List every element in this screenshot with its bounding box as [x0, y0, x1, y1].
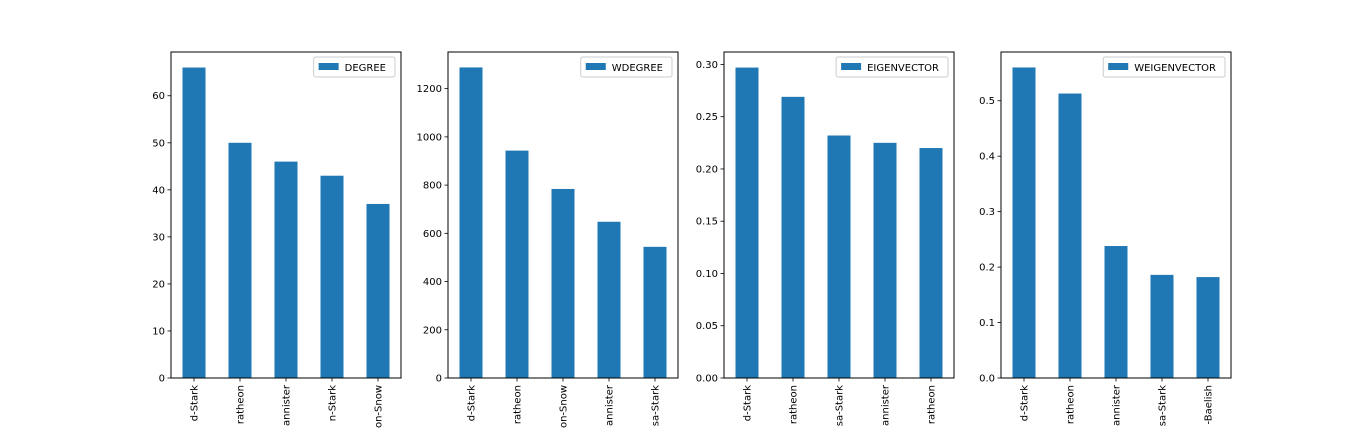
y-tick-label: 0.20: [696, 164, 718, 175]
bar-2-3: [551, 188, 575, 378]
y-tick-label: 50: [152, 138, 165, 149]
y-tick-label: 200: [423, 325, 442, 336]
x-tick-label: ratheon: [236, 385, 247, 424]
x-tick-label: d-Stark: [1020, 385, 1031, 421]
y-tick-label: 0.10: [696, 269, 718, 280]
x-tick-label: annister: [1112, 384, 1123, 426]
chart-panel-2: 0 200 400 600 800 1000 1200 d-Stark ratheon on-Sn…: [417, 51, 679, 428]
bar-1-4: [320, 175, 344, 378]
y-tick-label: 0: [159, 374, 165, 385]
y-tick-label: 60: [152, 91, 165, 102]
legend-label: DEGREE: [345, 63, 386, 74]
x-tick-label: ratheon: [1066, 385, 1077, 424]
bar-4-5: [1196, 277, 1220, 378]
y-tick-label: 0.3: [979, 207, 995, 218]
y-tick-label: 30: [152, 232, 165, 243]
bar-4-2: [1058, 93, 1082, 378]
legend: DEGREE: [313, 56, 396, 78]
y-tick-label: 800: [423, 181, 442, 192]
y-tick-label: 20: [152, 279, 165, 290]
bar-3-2: [781, 96, 805, 379]
x-tick-label: ratheon: [789, 385, 800, 424]
legend-box: [313, 56, 396, 78]
y-tick-label: 40: [152, 185, 165, 196]
x-tick-label: sa-Stark: [835, 385, 846, 426]
chart-panel-4: 0.0 0.1 0.2 0.3 0.4 0.5 d-Stark ratheon annister…: [979, 51, 1232, 426]
y-tick-label: 0.5: [979, 96, 995, 107]
chart-panel-3: 0.00 0.05 0.10 0.15 0.20 0.25 0.30 d-Stark rathe…: [696, 51, 955, 426]
legend-label: EIGENVECTOR: [867, 63, 939, 74]
x-tick-label: annister: [605, 384, 616, 426]
x-tick-label: d-Stark: [467, 385, 478, 421]
bar-4-4: [1150, 274, 1174, 378]
y-tick-label: 0.25: [696, 112, 718, 123]
legend-swatch: [585, 63, 606, 70]
bar-1-2: [228, 142, 252, 378]
bar-2-2: [505, 150, 529, 378]
x-tick-label: on-Snow: [559, 385, 570, 428]
bar-4-3: [1104, 246, 1128, 378]
bar-3-3: [827, 135, 851, 378]
y-tick-label: 0.2: [979, 263, 995, 274]
bar-4-1: [1012, 67, 1036, 378]
bar-1-5: [366, 203, 390, 378]
bar-3-1: [735, 67, 759, 378]
x-tick-label: d-Stark: [743, 385, 754, 421]
y-tick-label: 0.0: [979, 374, 995, 385]
x-tick-label: ratheon: [927, 385, 938, 424]
y-tick-label: 0: [436, 374, 442, 385]
legend-box: [580, 56, 673, 78]
y-tick-label: 1200: [417, 84, 442, 95]
x-tick-label: -Baelish: [1204, 385, 1215, 425]
chart-panel-1: 0 10 20 30 40 50 60 d-Stark ratheon annister n-Sta…: [152, 51, 402, 428]
x-tick-label: on-Snow: [374, 385, 385, 428]
x-tick-label: sa-Stark: [1158, 385, 1169, 426]
legend-swatch: [318, 63, 339, 70]
legend-swatch: [1108, 63, 1129, 70]
legend-swatch: [841, 63, 862, 70]
x-tick-label: d-Stark: [190, 385, 201, 421]
bar-3-5: [919, 148, 943, 378]
y-tick-label: 0.00: [696, 374, 718, 385]
x-tick-label: ratheon: [513, 385, 524, 424]
bar-2-1: [459, 67, 483, 379]
legend-box: [835, 56, 949, 78]
legend: WEIGENVECTOR: [1102, 56, 1226, 78]
x-tick-label: annister: [881, 384, 892, 426]
x-tick-label: annister: [282, 384, 293, 426]
y-tick-label: 0.4: [979, 152, 995, 163]
legend: WDEGREE: [580, 56, 673, 78]
bar-2-4: [597, 221, 621, 378]
legend-label: WEIGENVECTOR: [1134, 63, 1216, 74]
y-tick-label: 600: [423, 229, 442, 240]
bar-1-3: [274, 161, 298, 378]
y-tick-label: 0.05: [696, 321, 718, 332]
bar-2-5: [643, 246, 667, 378]
y-tick-label: 400: [423, 277, 442, 288]
y-tick-label: 0.30: [696, 60, 718, 71]
y-tick-label: 0.1: [979, 318, 995, 329]
bar-1-1: [182, 67, 206, 379]
legend-label: WDEGREE: [612, 63, 663, 74]
bar-3-4: [873, 142, 897, 378]
x-tick-label: sa-Stark: [651, 385, 662, 426]
legend-box: [1102, 56, 1226, 78]
y-tick-label: 10: [152, 326, 165, 337]
y-tick-label: 0.15: [696, 217, 718, 228]
x-tick-label: n-Stark: [328, 385, 339, 421]
legend: EIGENVECTOR: [835, 56, 949, 78]
y-tick-label: 1000: [417, 132, 442, 143]
